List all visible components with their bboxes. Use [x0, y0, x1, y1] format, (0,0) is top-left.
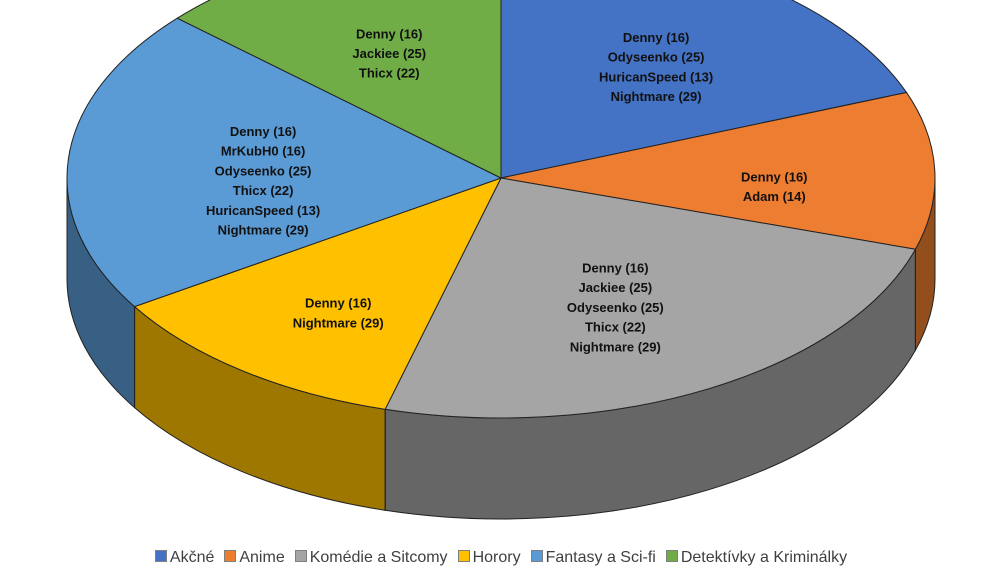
data-label-line: Nightmare (29)	[570, 339, 661, 354]
pie-label-layer: Denny (16) Odyseenko (25) HuricanSpeed (13…	[206, 26, 808, 354]
pie-slice-fantasy-a-sci-fi	[66, 17, 503, 308]
pie-slice-horory	[133, 177, 503, 410]
legend-label: Horory	[472, 549, 521, 566]
data-label-line: Denny (16)	[230, 124, 296, 139]
data-label-line: Odyseenko (25)	[567, 300, 664, 315]
data-label-akcne: Denny (16) Odyseenko (25) HuricanSpeed (13…	[599, 30, 713, 104]
data-label-komedie-a-sitcomy: Denny (16) Jackiee (25) Odyseenko (25) Thic…	[567, 260, 664, 354]
pie-slice-detektivky-a-kriminalky	[176, 0, 502, 179]
data-label-line: Denny (16)	[623, 30, 689, 45]
data-label-detektivky-a-kriminalky: Denny (16) Jackiee (25) Thicx (22)	[352, 26, 426, 80]
data-label-line: Denny (16)	[582, 260, 648, 275]
legend-label: Fantasy a Sci-fi	[545, 549, 656, 566]
legend-label: Akčné	[169, 549, 215, 566]
legend-swatch	[457, 550, 470, 562]
legend-label: Anime	[239, 549, 285, 566]
legend-item-anime: Anime	[224, 549, 285, 567]
data-label-line: Denny (16)	[741, 169, 807, 184]
data-label-line: Denny (16)	[356, 26, 422, 41]
data-label-horory: Denny (16) Nightmare (29)	[293, 296, 384, 331]
legend-item-fantasy-a-sci-fi: Fantasy a Sci-fi	[530, 549, 656, 567]
legend-label: Komédie a Sitcomy	[309, 549, 448, 566]
data-label-line: Thicx (22)	[233, 183, 294, 198]
data-label-line: Nightmare (29)	[293, 315, 384, 330]
legend-swatch	[224, 550, 237, 562]
data-label-line: Thicx (22)	[585, 320, 646, 335]
data-label-line: Nightmare (29)	[218, 222, 309, 237]
data-label-line: Jackiee (25)	[578, 280, 652, 295]
legend-label: Detektívky a Kriminálky	[680, 549, 848, 566]
data-label-line: Odyseenko (25)	[608, 50, 705, 65]
chart-legend: Akčné Anime Komédie a Sitcomy Horory Fantasy…	[0, 549, 1002, 567]
legend-swatch	[154, 550, 167, 562]
legend-item-horory: Horory	[457, 549, 521, 567]
pie-slice-komedie-a-sitcomy	[384, 177, 917, 419]
legend-item-detektivky-a-kriminalky: Detektívky a Kriminálky	[665, 549, 848, 567]
legend-swatch	[530, 550, 543, 562]
data-label-line: Nightmare (29)	[611, 89, 702, 104]
legend-swatch	[665, 550, 678, 562]
data-label-line: Adam (14)	[743, 189, 806, 204]
legend-item-akcne: Akčné	[154, 549, 215, 567]
data-label-line: HuricanSpeed (13)	[599, 69, 713, 84]
data-label-line: HuricanSpeed (13)	[206, 203, 320, 218]
data-label-line: Odyseenko (25)	[215, 163, 312, 178]
legend-swatch	[294, 550, 307, 562]
data-label-line: Jackiee (25)	[352, 46, 426, 61]
data-label-anime: Denny (16) Adam (14)	[741, 169, 807, 204]
data-label-line: Denny (16)	[305, 296, 371, 311]
data-label-line: MrKubH0 (16)	[221, 144, 306, 159]
pie-top-layer	[66, 0, 936, 419]
pie-slice-anime	[500, 91, 936, 250]
legend-item-komedie-a-sitcomy: Komédie a Sitcomy	[294, 549, 448, 567]
data-label-fantasy-a-sci-fi: Denny (16) MrKubH0 (16) Odyseenko (25) Thic…	[206, 124, 320, 238]
data-label-line: Thicx (22)	[359, 66, 420, 81]
pie-slice-akcne	[500, 0, 908, 179]
